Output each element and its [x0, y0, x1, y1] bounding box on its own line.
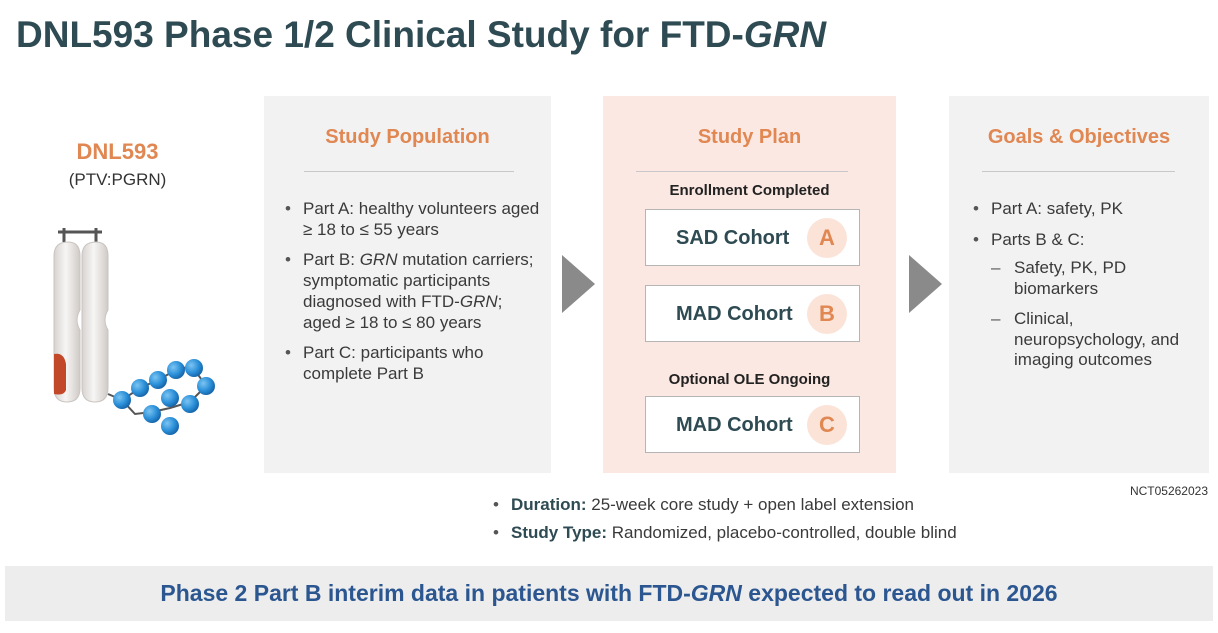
mad-cohort-b-box: MAD Cohort B [645, 285, 860, 342]
nct-identifier: NCT05262023 [1129, 484, 1208, 498]
goals-objectives-title: Goals & Objectives [987, 126, 1171, 148]
population-item-part-a: Part A: healthy volunteers aged ≥ 18 to … [282, 199, 542, 240]
slide-title: DNL593 Phase 1/2 Clinical Study for FTD-… [16, 14, 826, 56]
cohort-letter-badge: A [807, 218, 847, 258]
goals-objectives-panel: Goals & Objectives Part A: safety, PK Pa… [949, 96, 1209, 473]
summary-study-type: Study Type: Randomized, placebo-controll… [490, 523, 957, 544]
goal-item: Parts B & C: Safety, PK, PD biomarkers C… [970, 230, 1200, 371]
population-item-part-b: Part B: GRN mutation carriers; symptomat… [282, 250, 542, 333]
enrollment-completed-label: Enrollment Completed [669, 182, 830, 199]
cohort-letter-badge: C [807, 405, 847, 445]
cohort-letter-badge: B [807, 294, 847, 334]
population-item-part-c: Part C: participants who complete Part B [282, 343, 542, 384]
chevron-right-arrow-icon [562, 255, 595, 313]
goal-sub-item: Safety, PK, PD biomarkers [991, 258, 1200, 299]
drug-subtitle: (PTV:PGRN) [68, 170, 167, 189]
mad-cohort-c-box: MAD Cohort C [645, 396, 860, 453]
slide-title-text: DNL593 Phase 1/2 Clinical Study for FTD- [16, 14, 744, 55]
study-summary-list: Duration: 25-week core study + open labe… [490, 495, 957, 550]
study-plan-title: Study Plan [697, 126, 802, 148]
antibody-transport-vehicle-molecule-icon [53, 228, 215, 435]
cohort-label: SAD Cohort [676, 227, 790, 249]
cohort-label: MAD Cohort [676, 414, 793, 436]
goal-item: Part A: safety, PK [970, 199, 1200, 220]
optional-ole-label: Optional OLE Ongoing [668, 371, 831, 388]
study-population-panel: Study Population Part A: healthy volunte… [264, 96, 551, 473]
study-plan-panel: Study Plan Enrollment Completed SAD Coho… [603, 96, 896, 473]
chevron-right-arrow-icon [909, 255, 942, 313]
sad-cohort-a-box: SAD Cohort A [645, 209, 860, 266]
goals-objectives-divider [982, 171, 1175, 172]
study-population-title: Study Population [325, 126, 490, 148]
study-plan-divider [636, 171, 848, 172]
goal-sub-item: Clinical, neuropsychology, and imaging o… [991, 309, 1200, 371]
summary-duration: Duration: 25-week core study + open labe… [490, 495, 957, 516]
goal-sub-list: Safety, PK, PD biomarkers Clinical, neur… [991, 258, 1200, 371]
readout-banner: Phase 2 Part B interim data in patients … [5, 566, 1213, 621]
goals-list: Part A: safety, PK Parts B & C: Safety, … [970, 199, 1200, 380]
cohort-label: MAD Cohort [676, 303, 793, 325]
readout-banner-text: Phase 2 Part B interim data in patients … [160, 580, 1058, 606]
study-population-divider [304, 171, 514, 172]
slide-title-gene: GRN [743, 14, 827, 55]
drug-name: DNL593 [76, 139, 159, 164]
study-population-list: Part A: healthy volunteers aged ≥ 18 to … [282, 199, 542, 385]
